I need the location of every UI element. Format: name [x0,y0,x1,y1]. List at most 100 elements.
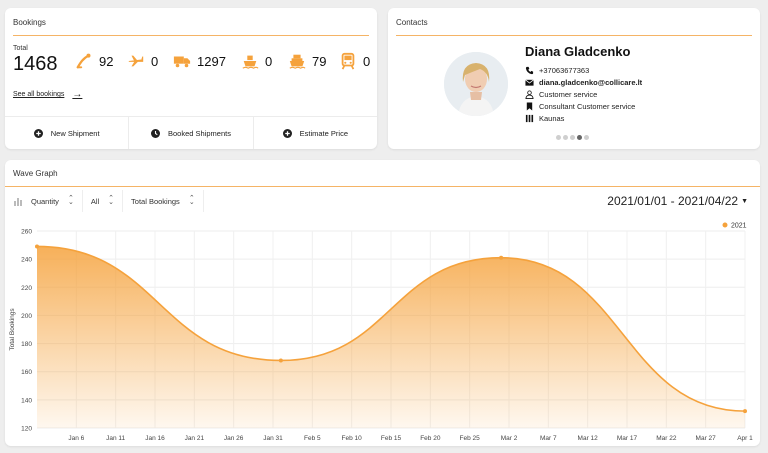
x-tick-label: Jan 31 [263,435,283,442]
y-tick-label: 200 [21,313,32,320]
estimate-price-button[interactable]: Estimate Price [254,117,377,149]
new-shipment-button[interactable]: New Shipment [5,117,130,149]
data-point [743,409,747,414]
x-tick-label: Jan 21 [185,435,205,442]
contact-position-value: Consultant Customer service [539,102,636,111]
carousel-dot[interactable] [563,135,568,140]
data-point [499,255,504,260]
x-tick-label: Jan 26 [224,435,244,442]
y-tick-label: 140 [21,397,32,404]
carousel-dot[interactable] [577,135,582,140]
user-icon [525,90,534,99]
envelope-icon [525,79,534,86]
x-tick-label: Apr 1 [737,435,753,442]
carousel-dot[interactable] [584,135,589,140]
x-tick-label: Feb 15 [381,435,402,442]
legend-swatch [722,222,728,228]
stat-ferry: 79 [288,51,326,71]
contact-email[interactable]: diana.gladcenko@collicare.lt [525,78,642,87]
wave-chart: 120 140 160 180 200 220 240 260 Jan 6 Jan 11 Jan 1… [9,222,753,442]
sort-arrows-icon: ⌃ ⌄ [67,195,74,206]
y-tick-label: 260 [21,229,32,236]
legend-entry: 2021 [731,223,747,230]
booked-shipments-button[interactable]: Booked Shipments [129,117,254,149]
contact-name: Diana Gladcenko [525,44,631,59]
y-tick-label: 220 [21,285,32,292]
contacts-carousel-dots [556,135,591,140]
x-tick-label: Mar 17 [617,435,638,442]
stat-sea: 0 [241,51,272,71]
new-shipment-label: New Shipment [50,128,100,138]
y-axis-label: Total Bookings [9,308,16,351]
stat-courier: 92 [75,51,113,71]
stat-air-value: 0 [151,53,159,69]
wave-graph-filters: Quantity ⌃ ⌄ All ⌃ ⌄ Total Bookings ⌃ ⌄ [5,190,204,212]
quantity-select-value: Quantity [31,196,59,206]
total-bookings-count: 1468 [13,53,58,75]
ship-icon [242,55,259,69]
stat-rail-value: 0 [363,53,371,69]
x-tick-label: Mar 22 [656,435,677,442]
series-area [37,246,745,428]
scope-select[interactable]: All ⌃ ⌄ [83,190,124,212]
data-point [35,244,39,249]
avatar [444,52,508,116]
phone-icon [525,66,534,75]
bookings-actions: New Shipment Booked Shipments Estimate P… [5,116,377,149]
y-tick-label: 180 [21,341,32,348]
arrow-right-icon: → [72,89,83,100]
train-icon [341,52,355,70]
y-tick-label: 160 [21,369,32,376]
quantity-select[interactable]: Quantity ⌃ ⌄ [5,190,83,212]
bookmark-icon [526,102,533,111]
bookings-divider [13,35,369,36]
stat-road-value: 1297 [197,53,226,69]
courier-icon [76,53,91,69]
airplane-icon [128,55,144,67]
contact-position: Consultant Customer service [525,102,635,111]
metric-select-value: Total Bookings [131,196,180,206]
plus-circle-icon [33,128,43,138]
stat-courier-value: 92 [99,53,114,69]
building-icon [525,114,534,123]
metric-select[interactable]: Total Bookings ⌃ ⌄ [123,190,204,212]
contact-city-value: Kaunas [539,114,565,123]
plus-circle-icon [282,128,292,138]
stat-sea-value: 0 [265,53,273,69]
stat-ferry-value: 79 [312,53,327,69]
x-tick-label: Feb 10 [342,435,363,442]
bar-chart-icon [14,198,22,206]
x-tick-label: Mar 12 [578,435,599,442]
contact-phone: +37063677363 [525,66,589,75]
x-tick-label: Mar 2 [501,435,518,442]
y-tick-label: 240 [21,257,32,264]
bookings-card: Bookings Total 1468 92 0 1297 0 79 0 See… [5,8,377,149]
contacts-card: Contacts Diana Gladcenko +37063677363 di… [388,8,760,149]
booked-shipments-label: Booked Shipments [168,128,231,138]
total-label: Total [13,45,28,52]
contact-phone-value: +37063677363 [539,66,590,75]
x-tick-label: Jan 16 [145,435,165,442]
contacts-divider [396,35,752,36]
carousel-dot[interactable] [556,135,561,140]
see-all-bookings-link[interactable]: See all bookings → [13,89,82,100]
truck-icon [173,56,191,68]
contact-email-value: diana.gladcenko@collicare.lt [539,78,643,87]
wave-graph-divider [5,186,760,187]
y-tick-label: 120 [21,426,32,433]
date-range-picker[interactable]: 2021/01/01 - 2021/04/22 ▼ [607,194,748,208]
data-point [278,358,283,363]
contacts-title: Contacts [396,18,428,27]
clock-icon [151,128,160,138]
x-tick-label: Mar 7 [540,435,557,442]
scope-select-value: All [90,196,100,206]
x-tick-label: Feb 5 [304,435,321,442]
x-tick-label: Feb 20 [420,435,441,442]
contact-department: Customer service [525,90,597,99]
x-tick-label: Jan 11 [106,435,125,442]
sort-arrows-icon: ⌃ ⌄ [188,195,195,206]
carousel-dot[interactable] [570,135,575,140]
see-all-bookings-label: See all bookings [13,91,65,98]
x-tick-label: Mar 27 [696,435,717,442]
stat-road: 1297 [173,51,226,71]
